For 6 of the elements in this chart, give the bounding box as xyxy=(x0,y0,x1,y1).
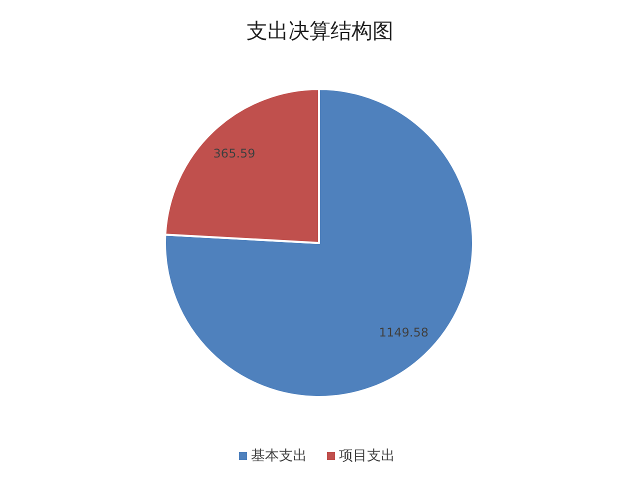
data-label: 1149.58 xyxy=(378,325,429,340)
data-label: 365.59 xyxy=(213,146,256,161)
legend-label: 基本支出 xyxy=(251,448,307,464)
chart-title: 支出决算结构图 xyxy=(246,19,394,43)
legend-label: 项目支出 xyxy=(339,448,395,464)
pie-slice xyxy=(164,88,474,398)
